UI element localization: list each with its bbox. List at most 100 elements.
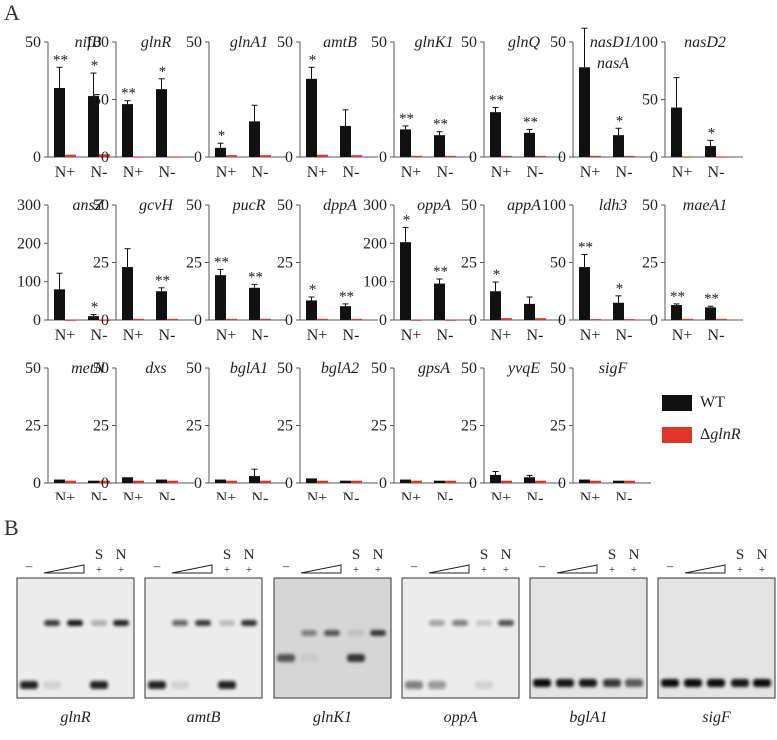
bar-wt (88, 480, 99, 483)
y-tick-label: 50 (93, 360, 109, 377)
y-tick-label: 50 (277, 197, 293, 214)
x-tick-label: N- (159, 164, 176, 181)
lane-s-plus: + (481, 564, 487, 576)
chart-ansZ: 0 100 200 300 ansZ N+ * N- (17, 197, 126, 344)
x-tick-label: N+ (672, 164, 693, 181)
chart-title: appA (507, 197, 541, 214)
y-tick-label: 50 (25, 360, 41, 377)
x-tick-label: N+ (401, 327, 422, 344)
bar-wt (249, 287, 260, 320)
lane-n-plus: + (631, 564, 637, 576)
bar-mutant (716, 156, 727, 158)
chart-title: amtB (323, 34, 357, 51)
shifted-band (476, 620, 492, 626)
x-tick-label: N+ (580, 164, 601, 181)
y-tick-label: 50 (277, 360, 293, 377)
bar-wt (613, 480, 624, 483)
concentration-wedge (171, 564, 213, 574)
bar-mutant (682, 318, 693, 321)
lane-n-label: N (501, 547, 512, 563)
chart-pucR: 0 25 50 pucR ** N+ ** N- (186, 197, 287, 344)
bar-wt (54, 289, 65, 320)
y-tick-label: 0 (101, 475, 109, 492)
gel-label: sigF (702, 709, 731, 726)
free-probe-band (603, 679, 621, 687)
y-tick-label: 50 (93, 197, 109, 214)
y-tick-label: 25 (25, 418, 41, 435)
legend-mutant: ΔglnR (662, 424, 741, 446)
x-tick-label: N- (527, 164, 544, 181)
y-tick-label: 50 (371, 34, 387, 51)
gel-frame (16, 577, 135, 699)
legend-label-mutant: ΔglnR (700, 426, 741, 444)
bar-mutant (226, 155, 237, 157)
y-tick-label: 200 (17, 235, 41, 252)
free-probe-band (684, 679, 702, 687)
x-tick-label: N- (616, 164, 633, 181)
bar-wt (490, 112, 501, 157)
lane-s-label: S (95, 547, 103, 563)
y-tick-label: 0 (285, 149, 293, 166)
chart-title: pucR (232, 197, 266, 214)
y-tick-label: 50 (25, 34, 41, 51)
y-tick-label: 100 (17, 274, 41, 291)
significance-mark: ** (704, 291, 719, 307)
bar-wt (613, 302, 624, 320)
chart-nasD1: 0 50 nasD1/nasA N+ * N- (550, 27, 651, 181)
lane-s-label: S (736, 547, 744, 563)
x-tick-label: N+ (580, 327, 601, 344)
lane-s-plus: + (353, 564, 359, 576)
bar-wt (579, 267, 590, 320)
bar-mutant (624, 319, 635, 321)
bar-mutant (99, 480, 110, 483)
y-tick-label: 0 (33, 149, 41, 166)
y-tick-label: 0 (101, 149, 109, 166)
bar-mutant (317, 154, 328, 157)
lane-s-plus: + (737, 564, 743, 576)
bar-mutant (590, 480, 601, 483)
bar-mutant (590, 155, 601, 158)
chart-title: maeA1 (683, 197, 727, 214)
chart-nifB: 0 50 nifB ** N+ * N- (25, 34, 126, 181)
legend-mutant-gene: glnR (710, 426, 741, 443)
bar-wt (671, 107, 682, 157)
bar-mutant (535, 480, 546, 483)
free-probe-band (533, 679, 551, 687)
y-tick-label: 50 (186, 197, 202, 214)
bar-wt (156, 89, 167, 157)
legend-mutant-prefix: Δ (700, 426, 711, 443)
x-tick-label: N- (708, 327, 725, 344)
chart-dxs: 0 25 50 dxs N+ N- (93, 360, 194, 500)
y-tick-label: 50 (550, 34, 566, 51)
bar-wt (122, 477, 133, 483)
panel-a-label: A (4, 0, 20, 25)
bar-wt (215, 275, 226, 320)
concentration-wedge (684, 564, 726, 574)
significance-mark: ** (339, 289, 354, 305)
chart-glnK1: 0 50 glnK1 ** N+ ** N- (371, 34, 472, 181)
bar-mutant (624, 480, 635, 483)
bar-wt (249, 121, 260, 157)
y-tick-label: 25 (461, 418, 477, 435)
y-tick-label: 0 (33, 312, 41, 329)
y-tick-label: 100 (542, 197, 566, 214)
significance-mark: ** (53, 52, 68, 68)
y-tick-label: 50 (461, 34, 477, 51)
x-tick-label: N+ (55, 327, 76, 344)
y-tick-label: 50 (461, 197, 477, 214)
chart-title: glnR (141, 34, 171, 51)
bar-wt (434, 480, 445, 483)
shifted-band (370, 630, 386, 636)
lane-n-plus: + (246, 564, 252, 576)
x-tick-label: N+ (491, 164, 512, 181)
chart-gcvH: 0 25 50 gcvH N+ ** N- (93, 197, 194, 344)
bar-mutant (226, 480, 237, 483)
shifted-band (452, 620, 468, 626)
free-probe-band (625, 679, 643, 687)
significance-mark: * (159, 64, 167, 80)
y-tick-label: 0 (285, 475, 293, 492)
bar-mutant (260, 480, 271, 483)
lane-n-label: N (116, 547, 127, 563)
y-tick-label: 25 (550, 418, 566, 435)
y-tick-label: 25 (93, 255, 109, 272)
